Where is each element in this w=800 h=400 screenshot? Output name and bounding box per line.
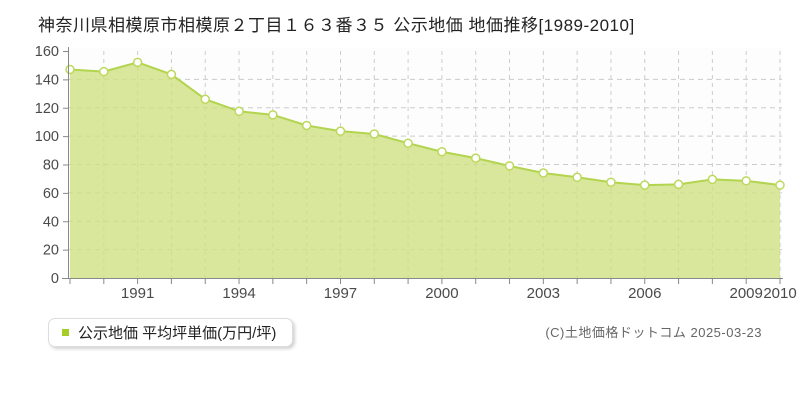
- area-fill: [70, 62, 780, 278]
- data-point-2001[interactable]: [470, 153, 481, 163]
- x-tick-label: 1991: [121, 285, 154, 302]
- y-tick-label: 20: [43, 243, 59, 259]
- data-point-2000[interactable]: [437, 146, 447, 157]
- data-point-2006[interactable]: [640, 180, 650, 190]
- data-point-2002[interactable]: [504, 161, 515, 171]
- data-point-1999[interactable]: [403, 138, 413, 148]
- data-point-1989[interactable]: [65, 64, 75, 75]
- x-tick-label: 1997: [324, 285, 357, 302]
- data-point-2003[interactable]: [538, 168, 549, 178]
- y-tick-label: 80: [43, 158, 59, 174]
- data-point-1995[interactable]: [268, 110, 278, 120]
- x-tick-label: 2009: [730, 285, 763, 302]
- x-tick-label: 2010: [763, 285, 796, 302]
- legend-label: 公示地価 平均坪単価(万円/坪): [78, 325, 277, 342]
- data-point-1994[interactable]: [234, 106, 244, 117]
- x-tick-label: 2003: [527, 285, 560, 302]
- data-point-2004[interactable]: [572, 172, 582, 183]
- data-point-2008[interactable]: [707, 174, 718, 185]
- data-point-2009[interactable]: [741, 176, 751, 186]
- data-point-2010[interactable]: [775, 180, 785, 190]
- y-tick-label: 60: [43, 186, 59, 202]
- price-trend-area-chart: 0 20 40 60 80 100 120 140 160 1991 1994 1997 2000 200…: [35, 44, 797, 302]
- y-tick-label: 100: [35, 129, 59, 145]
- data-point-1990[interactable]: [99, 66, 109, 77]
- data-point-2007[interactable]: [673, 179, 684, 190]
- data-point-1991[interactable]: [132, 57, 143, 68]
- data-point-1997[interactable]: [335, 126, 346, 136]
- data-point-1998[interactable]: [369, 129, 380, 139]
- price-line: [69, 61, 781, 187]
- chart-title: 神奈川県相模原市相模原２丁目１６３番３５ 公示地価 地価推移[1989-2010…: [38, 16, 635, 35]
- y-tick-label: 120: [35, 101, 59, 117]
- x-tick-label: 2006: [628, 285, 661, 302]
- y-tick-label: 40: [43, 214, 59, 230]
- legend-marker-icon: [62, 329, 69, 336]
- copyright-text: (C)土地価格ドットコム 2025-03-23: [545, 325, 762, 340]
- data-point-2005[interactable]: [606, 177, 616, 187]
- x-tick-label: 1994: [222, 285, 255, 302]
- data-point-1996[interactable]: [301, 120, 312, 131]
- legend: 公示地価 平均坪単価(万円/坪): [48, 318, 294, 347]
- y-tick-label: 0: [51, 271, 59, 287]
- data-point-1993[interactable]: [200, 94, 210, 104]
- x-tick-label: 2000: [425, 285, 458, 302]
- y-tick-label: 140: [35, 72, 59, 88]
- data-point-1992[interactable]: [166, 69, 177, 80]
- y-tick-label: 160: [35, 44, 59, 60]
